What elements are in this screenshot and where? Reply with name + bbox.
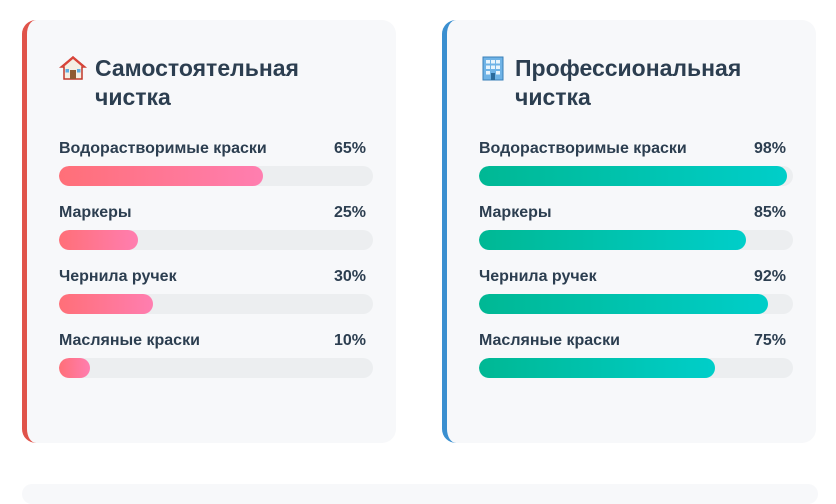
card-title: Профессиональная чистка	[479, 54, 786, 112]
stat-markers: Маркеры 25%	[59, 204, 373, 250]
stat-label: Маркеры	[479, 204, 552, 221]
stat-value: 75%	[753, 332, 786, 349]
stat-oil-paint: Масляные краски 10%	[59, 332, 373, 378]
stat-value: 10%	[333, 332, 366, 349]
stat-value: 85%	[753, 204, 786, 221]
stat-oil-paint: Масляные краски 75%	[479, 332, 793, 378]
card-title: Самостоятельная чистка	[59, 54, 366, 112]
progress-fill	[479, 230, 746, 250]
stat-label: Водорастворимые краски	[59, 140, 267, 157]
stat-label: Водорастворимые краски	[479, 140, 687, 157]
next-section-card	[22, 484, 818, 504]
stat-label: Чернила ручек	[59, 268, 177, 285]
stat-markers: Маркеры 85%	[479, 204, 793, 250]
stat-label: Чернила ручек	[479, 268, 597, 285]
stat-pen-ink: Чернила ручек 30%	[59, 268, 373, 314]
progress-fill	[59, 294, 154, 314]
progress-fill	[479, 294, 768, 314]
progress-fill	[479, 358, 715, 378]
house-icon	[59, 56, 87, 80]
stat-label: Маркеры	[59, 204, 132, 221]
stat-label: Масляные краски	[59, 332, 200, 349]
stat-value: 92%	[753, 268, 786, 285]
stat-label: Масляные краски	[479, 332, 620, 349]
progress-track	[479, 294, 793, 314]
progress-track	[59, 294, 373, 314]
office-building-icon	[482, 56, 504, 81]
progress-fill	[59, 230, 138, 250]
progress-fill	[479, 166, 787, 186]
progress-track	[479, 358, 793, 378]
card-title-text: Самостоятельная чистка	[95, 55, 299, 110]
progress-track	[59, 230, 373, 250]
stat-pen-ink: Чернила ручек 92%	[479, 268, 793, 314]
progress-track	[59, 166, 373, 186]
progress-fill	[59, 166, 264, 186]
stat-value: 30%	[333, 268, 366, 285]
progress-track	[479, 230, 793, 250]
progress-track	[59, 358, 373, 378]
stat-value: 25%	[333, 204, 366, 221]
professional-cleaning-card: Профессиональная чистка Водорастворимые …	[442, 20, 816, 443]
progress-fill	[59, 358, 91, 378]
card-title-text: Профессиональная чистка	[515, 55, 742, 110]
self-cleaning-card: Самостоятельная чистка Водорастворимые к…	[22, 20, 396, 443]
stat-water-paint: Водорастворимые краски 65%	[59, 140, 373, 186]
stat-value: 65%	[333, 140, 366, 157]
stat-water-paint: Водорастворимые краски 98%	[479, 140, 793, 186]
progress-track	[479, 166, 793, 186]
stat-value: 98%	[753, 140, 786, 157]
